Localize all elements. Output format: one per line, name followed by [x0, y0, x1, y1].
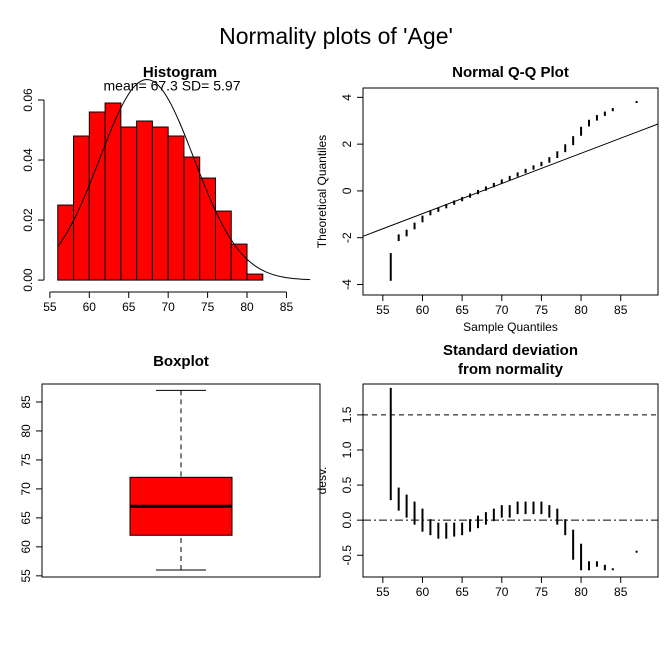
- y-tick-label: 75: [19, 453, 33, 467]
- bar: [104, 102, 122, 281]
- bar: [183, 156, 201, 281]
- x-tick-label: 70: [161, 300, 175, 314]
- y-tick-label: -2: [340, 232, 354, 243]
- y-axis-label: Theoretical Quantiles: [315, 135, 329, 248]
- panel-title: Histogram: [143, 64, 217, 81]
- bar: [73, 135, 90, 281]
- x-tick-label: 80: [574, 303, 588, 317]
- x-tick-label: 85: [614, 303, 628, 317]
- panel-title: Standard deviation: [443, 342, 578, 359]
- panel-subtitle: mean= 67.3 SD= 5.97: [104, 78, 241, 94]
- x-tick-label: 55: [376, 585, 390, 599]
- y-tick-label: 0.00: [21, 268, 35, 292]
- y-tick-label: 0.5: [340, 476, 354, 493]
- y-tick-label: -0.5: [340, 545, 354, 566]
- x-tick-label: 55: [376, 303, 390, 317]
- y-tick-label: 0.04: [21, 148, 35, 172]
- y-tick-label: 85: [19, 395, 33, 409]
- y-tick-label: 70: [19, 482, 33, 496]
- y-tick-label: 0.06: [21, 88, 35, 112]
- x-tick-label: 70: [495, 303, 509, 317]
- x-tick-label: 75: [201, 300, 215, 314]
- y-tick-label: 80: [19, 424, 33, 438]
- y-tick-label: 1.0: [340, 441, 354, 458]
- y-tick-label: 55: [19, 569, 33, 583]
- y-tick-label: 0: [340, 187, 354, 194]
- bar: [214, 210, 232, 281]
- y-tick-label: -4: [340, 279, 354, 290]
- panel-title: Boxplot: [153, 353, 209, 370]
- x-tick-label: 80: [574, 585, 588, 599]
- x-tick-label: 65: [455, 303, 469, 317]
- x-tick-label: 80: [240, 300, 254, 314]
- x-tick-label: 60: [83, 300, 97, 314]
- x-tick-label: 75: [535, 303, 549, 317]
- bar: [246, 273, 264, 281]
- x-tick-label: 85: [614, 585, 628, 599]
- x-axis-label: Sample Quantiles: [463, 320, 558, 334]
- y-tick-label: 0.02: [21, 208, 35, 232]
- bar: [167, 135, 185, 281]
- x-tick-label: 65: [122, 300, 136, 314]
- x-tick-label: 55: [43, 300, 57, 314]
- x-tick-label: 65: [455, 585, 469, 599]
- x-tick-label: 85: [280, 300, 294, 314]
- x-tick-label: 60: [416, 585, 430, 599]
- x-tick-label: 60: [416, 303, 430, 317]
- y-tick-label: 1.5: [340, 406, 354, 423]
- bar: [230, 243, 248, 281]
- y-tick-label: 2: [340, 140, 354, 147]
- y-tick-label: 0.0: [340, 511, 354, 528]
- bar: [136, 120, 153, 281]
- bar: [120, 126, 138, 281]
- page-title: Normality plots of 'Age': [219, 23, 453, 49]
- panel-title: from normality: [458, 361, 564, 378]
- y-tick-label: 60: [19, 540, 33, 554]
- bar: [88, 111, 106, 281]
- panel-title: Normal Q-Q Plot: [452, 64, 569, 81]
- normal-curve: [57, 79, 311, 281]
- bar: [151, 126, 169, 281]
- y-axis-label: desv.: [315, 467, 329, 495]
- y-tick-label: 65: [19, 511, 33, 525]
- y-tick-label: 4: [340, 94, 354, 101]
- x-tick-label: 75: [535, 585, 549, 599]
- x-tick-label: 70: [495, 585, 509, 599]
